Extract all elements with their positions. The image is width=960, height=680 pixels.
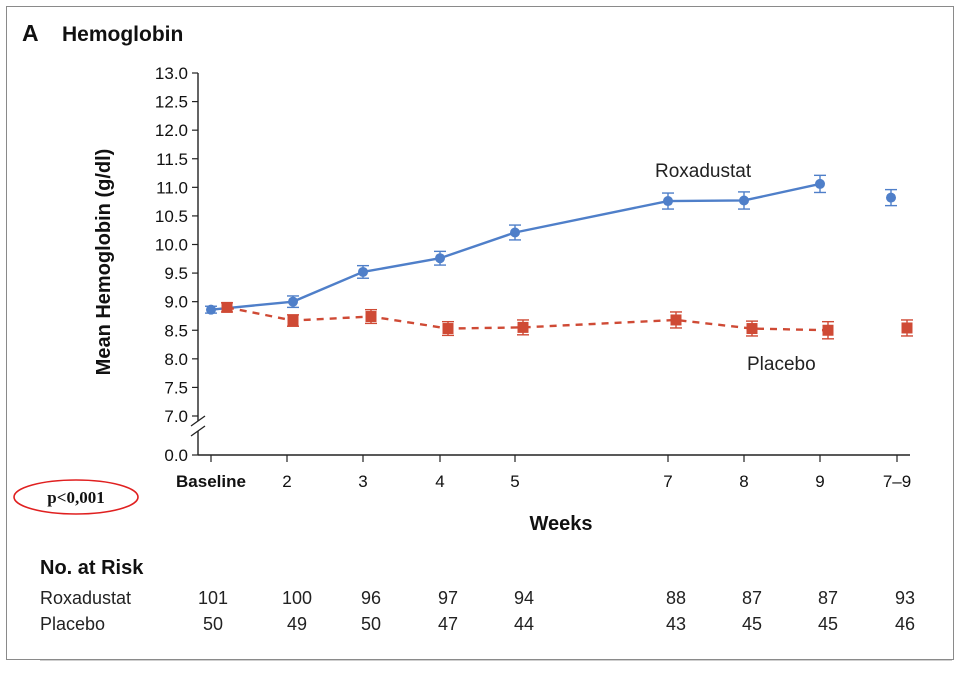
axis-break-mark [190, 415, 206, 427]
marker-square [221, 301, 233, 313]
x-tick-label: 3 [358, 472, 367, 491]
data-point-placebo [365, 308, 377, 325]
y-tick-label: 10.5 [155, 207, 188, 226]
data-point-placebo [746, 320, 758, 337]
marker-circle [663, 196, 673, 207]
data-point-roxadustat [814, 174, 826, 194]
marker-circle [435, 253, 445, 264]
data-point-roxadustat [287, 295, 299, 309]
risk-cell: 49 [287, 614, 307, 634]
x-tick-label: 7 [663, 472, 672, 491]
data-point-placebo [442, 320, 454, 337]
data-point-roxadustat [738, 191, 750, 210]
marker-square [517, 321, 529, 333]
bottom-rule [40, 660, 952, 661]
marker-circle [358, 266, 368, 277]
x-tick-label: 9 [815, 472, 824, 491]
risk-cell: 46 [895, 614, 915, 634]
risk-cell: 44 [514, 614, 534, 634]
data-point-roxadustat [205, 304, 217, 315]
risk-cell: 101 [198, 588, 228, 608]
risk-cell: 94 [514, 588, 534, 608]
panel-letter: A [22, 20, 39, 46]
axis-break-mark [190, 425, 206, 437]
y-tick-label: 11.5 [156, 150, 188, 169]
risk-cell: 87 [742, 588, 762, 608]
y-tick-label: 13.0 [155, 64, 188, 83]
risk-cell: 88 [666, 588, 686, 608]
marker-square [822, 324, 834, 336]
figure-frame [6, 6, 954, 660]
risk-cell: 93 [895, 588, 915, 608]
risk-cell: 50 [203, 614, 223, 634]
data-point-placebo [221, 301, 233, 313]
y-tick-label: 12.5 [155, 93, 188, 112]
marker-circle [739, 195, 749, 206]
risk-cell: 96 [361, 588, 381, 608]
data-point-roxadustat [434, 250, 446, 266]
risk-row-label: Placebo [40, 614, 105, 634]
x-tick-label: Baseline [176, 472, 246, 491]
series-line-roxadustat [210, 182, 821, 311]
x-tick-label: 4 [435, 472, 444, 491]
risk-cell: 87 [818, 588, 838, 608]
x-tick-label: 7–9 [883, 472, 911, 491]
y-tick-label: 11.0 [156, 178, 188, 197]
y-tick-label: 7.5 [164, 378, 188, 397]
risk-cell: 50 [361, 614, 381, 634]
risk-cell: 97 [438, 588, 458, 608]
data-point-placebo [287, 314, 299, 327]
marker-circle [206, 304, 216, 315]
marker-circle [288, 296, 298, 307]
risk-row-label: Roxadustat [40, 588, 131, 608]
axes: 13.0 12.5 12.0 11.5 11.0 10.5 10.0 9.5 9.0 8.5 8.0… [155, 64, 911, 491]
risk-cell: 43 [666, 614, 686, 634]
risk-cell: 45 [818, 614, 838, 634]
series-line-placebo [226, 306, 829, 332]
series-label-roxadustat: Roxadustat [655, 161, 752, 182]
marker-circle [510, 227, 520, 238]
risk-cell: 100 [282, 588, 312, 608]
x-axis-label: Weeks [529, 513, 592, 535]
marker-square [901, 322, 913, 334]
marker-square [670, 314, 682, 326]
y-tick-label: 9.0 [164, 293, 188, 312]
x-tick-label: 8 [739, 472, 748, 491]
p-value-highlight-ellipse [13, 479, 139, 515]
risk-cell: 45 [742, 614, 762, 634]
marker-square [365, 311, 377, 323]
data-point-placebo [822, 320, 834, 340]
x-tick-label: 5 [510, 472, 519, 491]
series-label-placebo: Placebo [747, 354, 816, 375]
x-tick-label: 2 [282, 472, 291, 491]
marker-square [442, 323, 454, 335]
panel-title: Hemoglobin [62, 23, 183, 46]
y-tick-label: 9.5 [164, 264, 188, 283]
p-value-annotation: p<0,001 [47, 488, 104, 507]
y-tick-label: 7.0 [164, 407, 188, 426]
data-point-placebo [517, 319, 529, 336]
data-point-roxadustat [509, 224, 521, 241]
y-tick-label-zero: 0.0 [164, 446, 188, 465]
data-point-placebo [670, 311, 682, 329]
data-point-roxadustat [357, 264, 369, 279]
risk-table: Roxadustat 101 100 96 97 94 88 87 87 93 Placebo 50 4… [40, 588, 915, 634]
marker-circle [815, 178, 825, 189]
data-point-placebo [901, 319, 913, 337]
risk-cell: 47 [438, 614, 458, 634]
data-point-roxadustat [662, 192, 674, 210]
marker-square [746, 323, 758, 335]
y-tick-label: 12.0 [155, 121, 188, 140]
y-tick-label: 10.0 [155, 236, 188, 255]
marker-circle [886, 192, 896, 203]
marker-square [287, 315, 299, 327]
y-axis-label: Mean Hemoglobin (g/dl) [93, 149, 115, 376]
data-point-roxadustat [885, 188, 897, 207]
y-tick-label: 8.5 [164, 321, 188, 340]
risk-table-header: No. at Risk [40, 557, 144, 579]
y-tick-label: 8.0 [164, 350, 188, 369]
series-group [205, 174, 913, 340]
